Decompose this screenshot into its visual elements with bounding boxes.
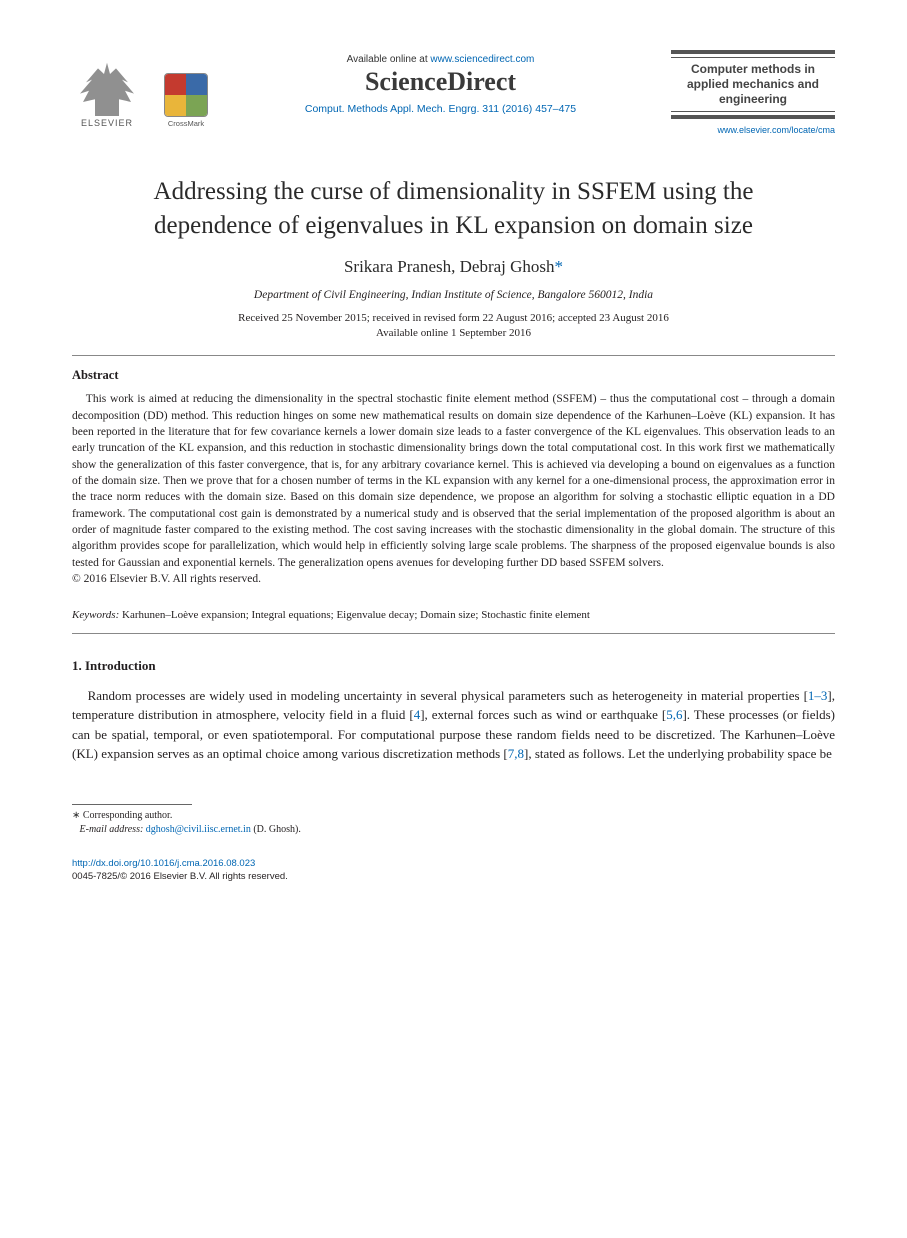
elsevier-tree-icon [77,60,137,116]
crossmark-logo[interactable]: CrossMark [162,73,210,128]
page-header: ELSEVIER CrossMark Available online at w… [72,50,835,135]
footnote-email-link[interactable]: dghosh@civil.iisc.ernet.in [146,824,251,835]
footnote-email-label: E-mail address: [80,824,144,835]
sciencedirect-wordmark: ScienceDirect [210,67,671,97]
abstract-heading: Abstract [72,368,835,383]
issn-copyright-line: 0045-7825/© 2016 Elsevier B.V. All right… [72,871,288,882]
intro-paragraph: Random processes are widely used in mode… [72,686,835,764]
journal-box-rule-bottom [671,111,835,119]
keywords-line: Keywords: Karhunen–Loève expansion; Inte… [72,609,835,621]
publisher-logos: ELSEVIER CrossMark [72,50,210,128]
dates-available-online: Available online 1 September 2016 [72,326,835,341]
citation-link[interactable]: 1–3 [808,688,828,703]
footnote-star-icon: ∗ [72,810,83,821]
journal-box-rule-top [671,50,835,58]
rule-above-abstract [72,355,835,356]
crossmark-icon [164,73,208,117]
page-footer: http://dx.doi.org/10.1016/j.cma.2016.08.… [72,857,835,884]
corresponding-author-footnote: ∗ Corresponding author. E-mail address: … [72,809,835,837]
doi-link[interactable]: http://dx.doi.org/10.1016/j.cma.2016.08.… [72,858,255,869]
journal-cover-box: Computer methods in applied mechanics an… [671,50,835,135]
citation-link[interactable]: 7,8 [508,746,524,761]
journal-homepage-link[interactable]: www.elsevier.com/locate/cma [671,125,835,135]
footnote-corresponding-label: Corresponding author. [83,810,172,821]
footnote-email-author: (D. Ghosh). [253,824,301,835]
keywords-label: Keywords: [72,609,119,621]
author-list: Srikara Pranesh, Debraj Ghosh* [72,257,835,277]
available-prefix: Available online at [347,54,431,65]
section-heading-introduction: 1. Introduction [72,658,835,674]
article-history: Received 25 November 2015; received in r… [72,311,835,342]
header-center: Available online at www.sciencedirect.co… [210,50,671,115]
abstract-text: This work is aimed at reducing the dimen… [72,391,835,571]
abstract-copyright: © 2016 Elsevier B.V. All rights reserved… [72,573,835,585]
article-title: Addressing the curse of dimensionality i… [104,175,804,243]
journal-citation[interactable]: Comput. Methods Appl. Mech. Engrg. 311 (… [210,103,671,115]
elsevier-label: ELSEVIER [81,118,133,128]
rule-below-keywords [72,633,835,634]
citation-link[interactable]: 4 [414,707,421,722]
keywords-list: Karhunen–Loève expansion; Integral equat… [122,609,590,621]
crossmark-label: CrossMark [168,119,204,128]
sciencedirect-url-link[interactable]: www.sciencedirect.com [430,54,534,65]
elsevier-logo[interactable]: ELSEVIER [72,50,142,128]
author-names: Srikara Pranesh, Debraj Ghosh [344,257,555,276]
journal-box-title: Computer methods in applied mechanics an… [671,62,835,107]
dates-received-accepted: Received 25 November 2015; received in r… [72,311,835,326]
footnote-rule [72,804,192,805]
author-affiliation: Department of Civil Engineering, Indian … [72,289,835,301]
corresponding-author-mark[interactable]: * [555,257,564,276]
citation-link[interactable]: 5,6 [666,707,682,722]
available-online-line: Available online at www.sciencedirect.co… [210,54,671,65]
